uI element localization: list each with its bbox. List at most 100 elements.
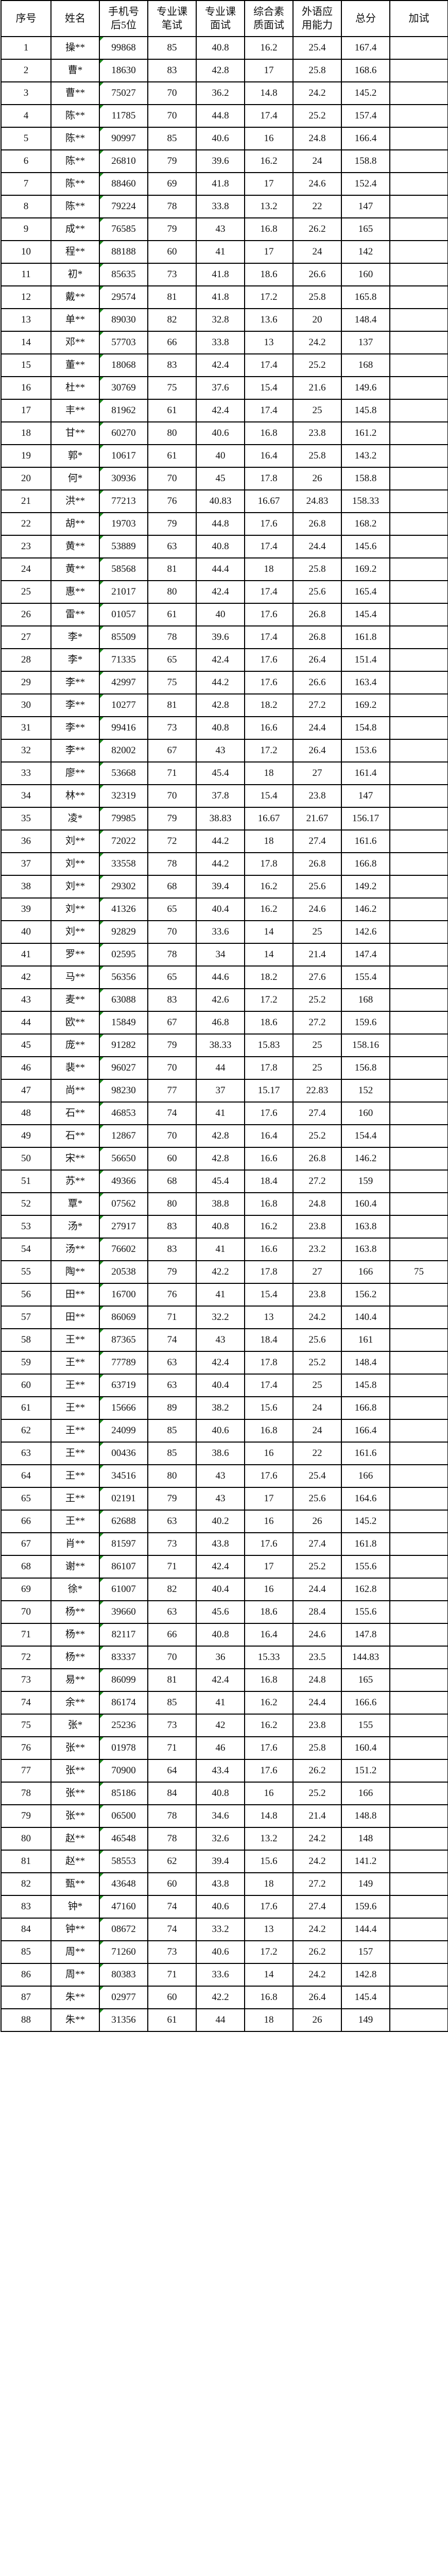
score-table: 序号 姓名 手机号后5位 专业课笔试 专业课面试 综合素质面试 外语应用能力 总… bbox=[1, 0, 448, 2032]
table-row: 79 张** 06500 78 34.6 14.8 21.4 148.8 bbox=[1, 1804, 448, 1828]
cell-phone-last5: 88188 bbox=[99, 240, 148, 264]
cell-written-exam: 60 bbox=[147, 1147, 197, 1171]
cell-total: 160 bbox=[341, 1101, 390, 1125]
cell-extra-test bbox=[389, 1419, 448, 1443]
header-index: 序号 bbox=[1, 0, 51, 37]
cell-total: 155.6 bbox=[341, 1600, 390, 1624]
cell-quality-interview: 17.6 bbox=[244, 1532, 294, 1556]
cell-name: 王** bbox=[50, 1464, 100, 1488]
cell-written-exam: 76 bbox=[147, 489, 197, 513]
cell-phone-last5: 70900 bbox=[99, 1759, 148, 1783]
cell-total: 148 bbox=[341, 1827, 390, 1851]
cell-written-exam: 64 bbox=[147, 1759, 197, 1783]
cell-interview: 38.8 bbox=[196, 1192, 245, 1216]
cell-interview: 39.6 bbox=[196, 625, 245, 649]
cell-index: 2 bbox=[1, 59, 51, 82]
cell-language-ability: 28.4 bbox=[292, 1600, 342, 1624]
cell-phone-last5: 30769 bbox=[99, 376, 148, 400]
cell-name: 戴** bbox=[50, 285, 100, 309]
cell-extra-test bbox=[389, 1759, 448, 1783]
table-row: 20 何* 30936 70 45 17.8 26 158.8 bbox=[1, 467, 448, 490]
cell-quality-interview: 17.4 bbox=[244, 104, 294, 128]
cell-written-exam: 61 bbox=[147, 444, 197, 468]
cell-interview: 43.8 bbox=[196, 1872, 245, 1896]
cell-name: 张** bbox=[50, 1759, 100, 1783]
cell-phone-last5: 87365 bbox=[99, 1328, 148, 1352]
cell-name: 朱** bbox=[50, 2008, 100, 2032]
cell-name: 李** bbox=[50, 693, 100, 717]
cell-total: 145.6 bbox=[341, 535, 390, 558]
cell-name: 黄** bbox=[50, 557, 100, 581]
table-row: 12 戴** 29574 81 41.8 17.2 25.8 165.8 bbox=[1, 285, 448, 309]
cell-interview: 42.4 bbox=[196, 1555, 245, 1579]
cell-phone-last5: 10277 bbox=[99, 693, 148, 717]
cell-written-exam: 71 bbox=[147, 1736, 197, 1760]
cell-name: 杜** bbox=[50, 376, 100, 400]
cell-quality-interview: 17.6 bbox=[244, 512, 294, 536]
cell-quality-interview: 17.8 bbox=[244, 467, 294, 490]
cell-name: 黄** bbox=[50, 535, 100, 558]
cell-name: 李** bbox=[50, 671, 100, 694]
cell-written-exam: 78 bbox=[147, 852, 197, 876]
cell-name: 周** bbox=[50, 1940, 100, 1964]
cell-extra-test bbox=[389, 1691, 448, 1715]
cell-quality-interview: 18.6 bbox=[244, 1011, 294, 1035]
cell-total: 149.2 bbox=[341, 875, 390, 899]
table-row: 80 赵** 46548 78 32.6 13.2 24.2 148 bbox=[1, 1827, 448, 1851]
cell-written-exam: 75 bbox=[147, 376, 197, 400]
cell-interview: 40.6 bbox=[196, 421, 245, 445]
cell-language-ability: 27 bbox=[292, 761, 342, 785]
cell-written-exam: 67 bbox=[147, 739, 197, 762]
cell-written-exam: 80 bbox=[147, 580, 197, 604]
table-row: 57 田** 86069 71 32.2 13 24.2 140.4 bbox=[1, 1306, 448, 1329]
header-total: 总分 bbox=[341, 0, 390, 37]
cell-name: 郭* bbox=[50, 444, 100, 468]
cell-interview: 38.6 bbox=[196, 1442, 245, 1465]
cell-language-ability: 25 bbox=[292, 1056, 342, 1080]
table-row: 51 苏** 49366 68 45.4 18.4 27.2 159 bbox=[1, 1170, 448, 1193]
cell-total: 168 bbox=[341, 353, 390, 377]
cell-written-exam: 61 bbox=[147, 399, 197, 422]
cell-total: 144.83 bbox=[341, 1646, 390, 1669]
cell-name: 操** bbox=[50, 36, 100, 60]
cell-written-exam: 60 bbox=[147, 240, 197, 264]
header-row: 序号 姓名 手机号后5位 专业课笔试 专业课面试 综合素质面试 外语应用能力 总… bbox=[1, 0, 448, 37]
cell-name: 陶** bbox=[50, 1260, 100, 1284]
cell-quality-interview: 18 bbox=[244, 557, 294, 581]
cell-language-ability: 23.8 bbox=[292, 1714, 342, 1737]
cell-written-exam: 79 bbox=[147, 807, 197, 831]
cell-language-ability: 24.2 bbox=[292, 331, 342, 354]
table-row: 15 董** 18068 83 42.4 17.4 25.2 168 bbox=[1, 353, 448, 377]
cell-index: 26 bbox=[1, 603, 51, 626]
cell-index: 33 bbox=[1, 761, 51, 785]
cell-language-ability: 27.4 bbox=[292, 1101, 342, 1125]
cell-quality-interview: 16 bbox=[244, 1578, 294, 1601]
cell-index: 38 bbox=[1, 875, 51, 899]
table-row: 47 尚** 98230 77 37 15.17 22.83 152 bbox=[1, 1079, 448, 1103]
cell-interview: 40.6 bbox=[196, 1940, 245, 1964]
cell-extra-test bbox=[389, 149, 448, 173]
cell-name: 肖** bbox=[50, 1532, 100, 1556]
cell-phone-last5: 56356 bbox=[99, 965, 148, 989]
cell-name: 陈** bbox=[50, 195, 100, 218]
cell-quality-interview: 16.2 bbox=[244, 1714, 294, 1737]
cell-extra-test bbox=[389, 104, 448, 128]
cell-interview: 41.8 bbox=[196, 263, 245, 286]
cell-quality-interview: 17.2 bbox=[244, 285, 294, 309]
cell-quality-interview: 17.4 bbox=[244, 353, 294, 377]
cell-total: 165 bbox=[341, 1668, 390, 1692]
table-row: 34 林** 32319 70 37.8 15.4 23.8 147 bbox=[1, 784, 448, 808]
cell-quality-interview: 16.8 bbox=[244, 1668, 294, 1692]
cell-phone-last5: 86107 bbox=[99, 1555, 148, 1579]
table-row: 77 张** 70900 64 43.4 17.6 26.2 151.2 bbox=[1, 1759, 448, 1783]
cell-extra-test bbox=[389, 1170, 448, 1193]
cell-language-ability: 25 bbox=[292, 1033, 342, 1057]
cell-language-ability: 25.6 bbox=[292, 1487, 342, 1511]
table-row: 19 郭* 10617 61 40 16.4 25.8 143.2 bbox=[1, 444, 448, 468]
cell-extra-test bbox=[389, 353, 448, 377]
cell-interview: 43.8 bbox=[196, 1532, 245, 1556]
cell-index: 43 bbox=[1, 988, 51, 1012]
cell-name: 王** bbox=[50, 1374, 100, 1397]
table-row: 74 余** 86174 85 41 16.2 24.4 166.6 bbox=[1, 1691, 448, 1715]
cell-extra-test bbox=[389, 761, 448, 785]
